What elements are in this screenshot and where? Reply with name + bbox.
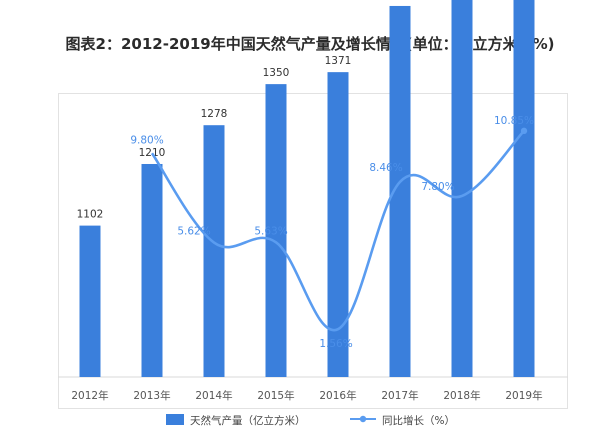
x-tick-label: 2018年 xyxy=(443,389,480,402)
bar-value-label: 1350 xyxy=(263,67,290,79)
bar-value-label: 1371 xyxy=(325,55,352,67)
x-tick-label: 2012年 xyxy=(71,389,108,402)
legend-line-marker xyxy=(359,415,367,423)
legend-line-label: 同比增长（%） xyxy=(382,414,455,427)
bar-value-label: 1278 xyxy=(201,108,228,120)
line-value-label: 7.80% xyxy=(421,181,454,193)
legend-bar-swatch xyxy=(166,414,184,425)
line-value-label: 5.63% xyxy=(254,225,287,237)
line-value-label: 1.56% xyxy=(319,338,352,350)
bar xyxy=(141,163,163,377)
growth-line xyxy=(150,129,525,332)
x-tick-label: 2013年 xyxy=(133,389,170,402)
bar xyxy=(451,0,473,377)
x-tick-label: 2014年 xyxy=(195,389,232,402)
bar-value-label: 1210 xyxy=(139,147,166,159)
legend-bar-label: 天然气产量（亿立方米） xyxy=(190,414,306,427)
bar xyxy=(79,225,101,377)
x-tick-label: 2016年 xyxy=(319,389,356,402)
bar-value-label: 1487 xyxy=(387,0,414,1)
bar xyxy=(389,5,411,378)
line-value-label: 5.62% xyxy=(177,226,210,238)
bar xyxy=(327,72,349,377)
line-value-label: 8.46% xyxy=(369,162,402,174)
bar xyxy=(265,84,287,377)
x-tick-label: 2019年 xyxy=(505,389,542,402)
bar xyxy=(513,0,535,378)
legend: 天然气产量（亿立方米） 同比增长（%） xyxy=(166,414,455,427)
x-tick-label: 2017年 xyxy=(381,389,418,402)
chart-frame xyxy=(58,93,568,409)
line-value-label: 10.85% xyxy=(494,115,534,127)
bar-value-label: 1102 xyxy=(77,209,104,221)
line-value-label: 9.80% xyxy=(130,134,163,146)
x-tick-label: 2015年 xyxy=(257,389,294,402)
chart-title: 图表2：2012-2019年中国天然气产量及增长情况(单位：亿立方米，%) xyxy=(65,35,555,53)
bar xyxy=(203,125,225,378)
line-point xyxy=(520,127,528,135)
